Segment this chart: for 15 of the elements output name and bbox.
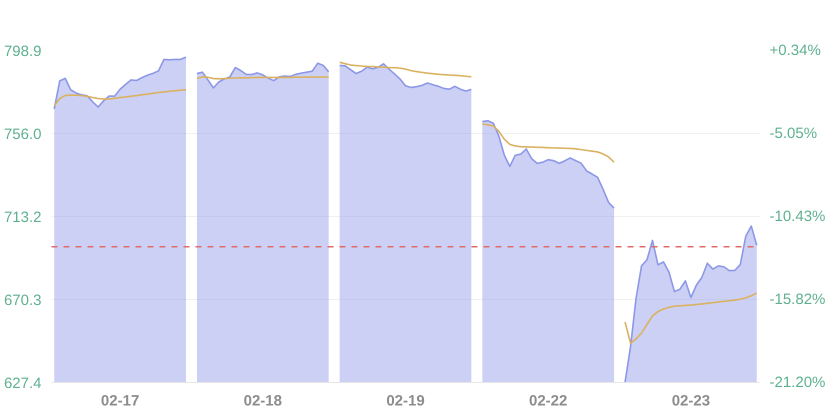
y2-tick-label: +0.34% bbox=[770, 42, 821, 59]
y-tick-label: 713.2 bbox=[4, 208, 42, 226]
y2-tick-label: -15.82% bbox=[770, 291, 826, 308]
y2-tick-label: -5.05% bbox=[770, 125, 818, 142]
x-tick-label: 02-18 bbox=[244, 392, 282, 410]
x-tick-label: 02-19 bbox=[386, 392, 425, 410]
y-tick-label: 670.3 bbox=[4, 292, 42, 309]
y2-tick-label: -10.43% bbox=[770, 208, 826, 225]
y2-tick-label: -21.20% bbox=[770, 374, 826, 391]
x-tick-label: 02-22 bbox=[529, 392, 568, 410]
y-tick-label: 627.4 bbox=[4, 375, 42, 392]
y-tick-label: 798.9 bbox=[4, 43, 42, 60]
y-tick-label: 756.0 bbox=[4, 126, 42, 144]
x-tick-label: 02-17 bbox=[100, 392, 140, 410]
x-tick-label: 02-23 bbox=[672, 392, 710, 410]
